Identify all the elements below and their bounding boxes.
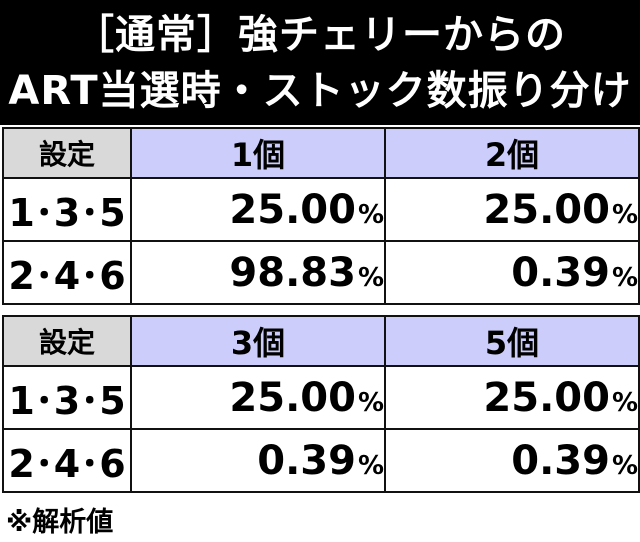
probability-cell: 25.00% (130, 365, 386, 430)
probability-value: 98.83 (229, 249, 356, 296)
setting-header: 設定 (2, 315, 132, 367)
percent-sign: % (611, 199, 638, 230)
setting-label: 2･4･6 (2, 428, 132, 493)
title-line-2: ART当選時・ストック数振り分け (8, 67, 632, 114)
title-banner: ［通常］強チェリーからの ART当選時・ストック数振り分け (0, 0, 640, 125)
percent-sign: % (357, 387, 384, 418)
probability-value: 0.39 (511, 437, 610, 484)
probability-cell: 98.83% (130, 240, 386, 305)
probability-cell: 0.39% (384, 428, 640, 493)
percent-sign: % (611, 450, 638, 481)
setting-label: 1･3･5 (2, 365, 132, 430)
percent-sign: % (357, 450, 384, 481)
table-header-row: 設定 1個 2個 (2, 127, 640, 179)
percent-sign: % (611, 387, 638, 418)
stock-count-header: 2個 (384, 127, 640, 179)
probability-value: 25.00 (229, 374, 356, 421)
table-row: 1･3･5 25.00% 25.00% (2, 177, 640, 242)
table-row: 2･4･6 98.83% 0.39% (2, 240, 640, 305)
probability-cell: 25.00% (384, 365, 640, 430)
probability-cell: 25.00% (130, 177, 386, 242)
probability-cell: 25.00% (384, 177, 640, 242)
table-header-row: 設定 3個 5個 (2, 315, 640, 367)
percent-sign: % (611, 262, 638, 293)
probability-value: 25.00 (229, 186, 356, 233)
setting-label: 2･4･6 (2, 240, 132, 305)
table-row: 1･3･5 25.00% 25.00% (2, 365, 640, 430)
probability-value: 0.39 (511, 249, 610, 296)
setting-header: 設定 (2, 127, 132, 179)
probability-value: 25.00 (483, 186, 610, 233)
probability-value: 25.00 (483, 374, 610, 421)
percent-sign: % (357, 199, 384, 230)
stock-count-header: 5個 (384, 315, 640, 367)
probability-cell: 0.39% (384, 240, 640, 305)
title-line-1: ［通常］強チェリーからの (74, 11, 566, 58)
table-row: 2･4･6 0.39% 0.39% (2, 428, 640, 493)
probability-cell: 0.39% (130, 428, 386, 493)
stock-count-header: 3個 (130, 315, 386, 367)
footnote: ※解析値 (6, 507, 114, 538)
stock-table-1: 設定 1個 2個 1･3･5 25.00% 25.00% 2･4･6 98.83… (2, 127, 640, 305)
setting-label: 1･3･5 (2, 177, 132, 242)
stock-count-header: 1個 (130, 127, 386, 179)
stock-table-2: 設定 3個 5個 1･3･5 25.00% 25.00% 2･4･6 0.39%… (2, 315, 640, 493)
percent-sign: % (357, 262, 384, 293)
probability-value: 0.39 (257, 437, 356, 484)
